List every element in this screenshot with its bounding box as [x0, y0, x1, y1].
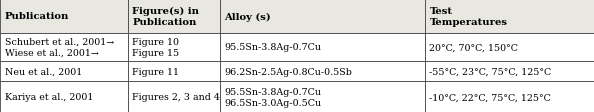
Text: Schubert et al., 2001→
Wiese et al., 2001→: Schubert et al., 2001→ Wiese et al., 200…: [5, 37, 114, 57]
Bar: [220, 61, 425, 82]
Bar: [425, 82, 594, 112]
Text: Test
Temperatures: Test Temperatures: [429, 7, 507, 27]
Bar: [128, 61, 220, 82]
Bar: [425, 61, 594, 82]
Bar: [425, 34, 594, 61]
Text: Figure 10
Figure 15: Figure 10 Figure 15: [132, 37, 179, 57]
Text: -55°C, 23°C, 75°C, 125°C: -55°C, 23°C, 75°C, 125°C: [429, 67, 552, 76]
Bar: [0, 0, 128, 34]
Text: -10°C, 22°C, 75°C, 125°C: -10°C, 22°C, 75°C, 125°C: [429, 92, 551, 101]
Bar: [128, 0, 220, 34]
Text: 95.5Sn-3.8Ag-0.7Cu: 95.5Sn-3.8Ag-0.7Cu: [225, 43, 321, 52]
Bar: [128, 82, 220, 112]
Bar: [425, 0, 594, 34]
Bar: [220, 82, 425, 112]
Bar: [220, 0, 425, 34]
Text: Figure 11: Figure 11: [132, 67, 179, 76]
Text: Neu et al., 2001: Neu et al., 2001: [5, 67, 82, 76]
Text: Figures 2, 3 and 4: Figures 2, 3 and 4: [132, 92, 220, 101]
Bar: [0, 61, 128, 82]
Text: 20°C, 70°C, 150°C: 20°C, 70°C, 150°C: [429, 43, 519, 52]
Text: Alloy (s): Alloy (s): [225, 12, 271, 21]
Text: Publication: Publication: [5, 12, 69, 21]
Text: Kariya et al., 2001: Kariya et al., 2001: [5, 92, 93, 101]
Bar: [220, 34, 425, 61]
Bar: [128, 34, 220, 61]
Text: 95.5Sn-3.8Ag-0.7Cu
96.5Sn-3.0Ag-0.5Cu: 95.5Sn-3.8Ag-0.7Cu 96.5Sn-3.0Ag-0.5Cu: [225, 87, 322, 107]
Text: Figure(s) in
Publication: Figure(s) in Publication: [132, 7, 200, 27]
Bar: [0, 34, 128, 61]
Text: 96.2Sn-2.5Ag-0.8Cu-0.5Sb: 96.2Sn-2.5Ag-0.8Cu-0.5Sb: [225, 67, 352, 76]
Bar: [0, 82, 128, 112]
